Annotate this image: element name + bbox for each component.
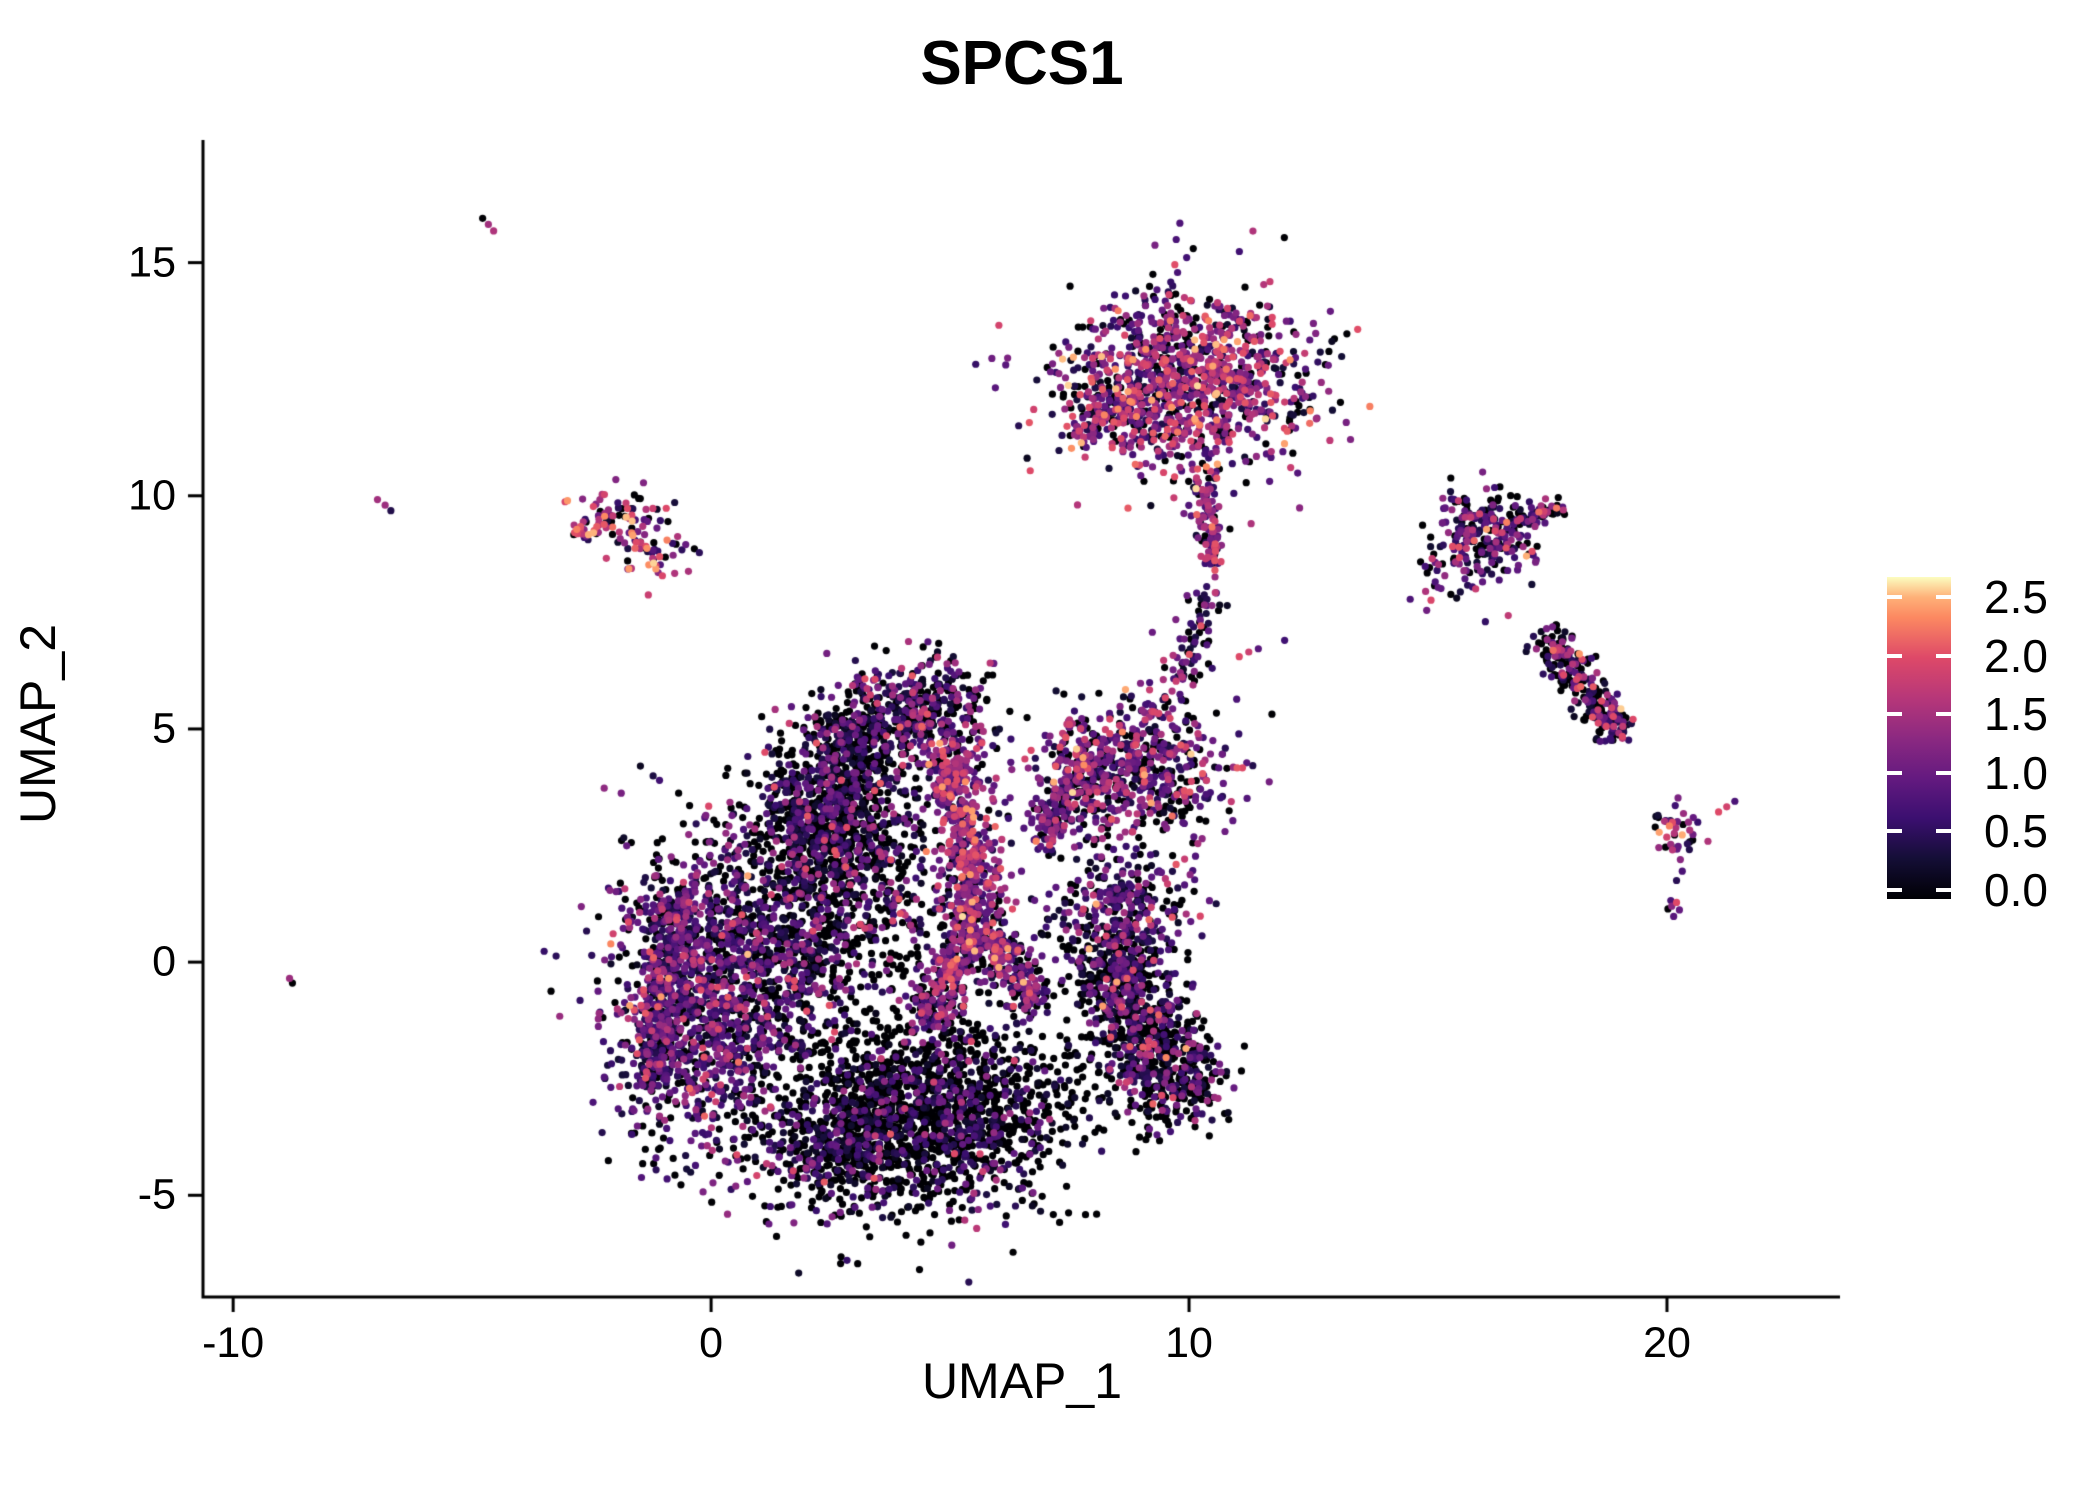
colorbar-tick-mark bbox=[1936, 829, 1951, 834]
colorbar-tick-mark bbox=[1887, 712, 1902, 717]
colorbar-tick-label: 2.5 bbox=[1984, 571, 2048, 623]
colorbar-tick-label: 1.0 bbox=[1984, 746, 2048, 799]
colorbar-tick-mark bbox=[1936, 888, 1951, 892]
colorbar-gradient bbox=[1887, 577, 1951, 899]
plot-title: SPCS1 bbox=[920, 29, 1124, 98]
y-tick-label: 0 bbox=[152, 937, 176, 986]
colorbar-tick-mark bbox=[1936, 770, 1951, 775]
colorbar-tick-mark bbox=[1887, 595, 1902, 599]
y-tick-label: -5 bbox=[137, 1170, 176, 1219]
x-axis-title: UMAP_1 bbox=[921, 1353, 1123, 1409]
x-tick-label: 20 bbox=[1643, 1319, 1691, 1367]
colorbar-tick-mark bbox=[1887, 888, 1902, 892]
colorbar-tick-mark bbox=[1936, 595, 1951, 599]
y-axis-title: UMAP_2 bbox=[10, 623, 66, 825]
y-tick-label: 15 bbox=[128, 238, 176, 287]
x-tick-label: 10 bbox=[1165, 1319, 1213, 1367]
colorbar-tick-mark bbox=[1887, 770, 1902, 775]
y-tick-label: 5 bbox=[152, 704, 176, 753]
colorbar-tick-mark bbox=[1936, 653, 1951, 658]
y-tick-label: 10 bbox=[128, 471, 176, 520]
colorbar-tick-label: 2.0 bbox=[1984, 629, 2048, 682]
colorbar-tick-label: 0.5 bbox=[1984, 805, 2048, 858]
colorbar-tick-mark bbox=[1887, 829, 1902, 834]
colorbar-tick-label: 1.5 bbox=[1984, 688, 2048, 741]
colorbar-tick-label: 0.0 bbox=[1984, 864, 2048, 916]
x-tick-label: -10 bbox=[202, 1319, 265, 1367]
colorbar-tick-mark bbox=[1936, 712, 1951, 717]
colorbar-tick-mark bbox=[1887, 653, 1902, 658]
x-tick-label: 0 bbox=[699, 1319, 724, 1367]
